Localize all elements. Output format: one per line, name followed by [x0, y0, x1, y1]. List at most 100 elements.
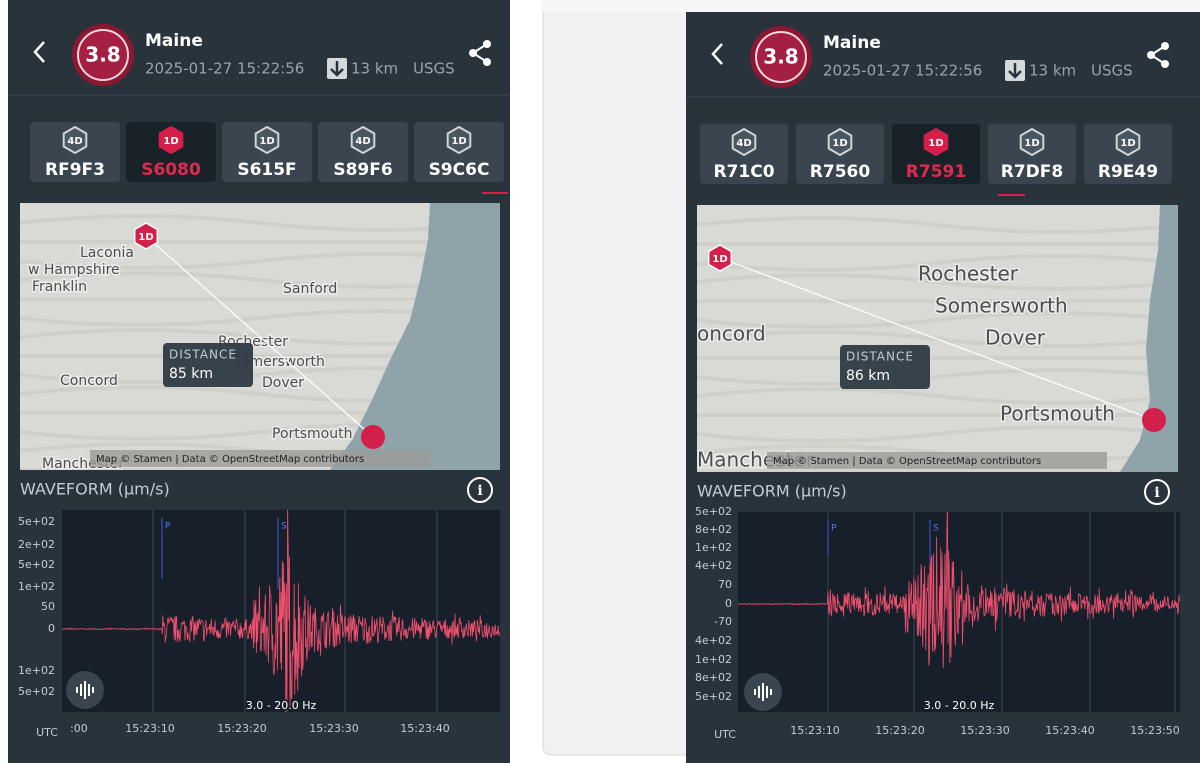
time-label: 15:23:30 [960, 724, 1009, 737]
map-place-label: w Hampshire [28, 262, 120, 278]
time-label: 15:23:40 [1045, 724, 1094, 737]
amplitude-label: 1e+02 [695, 541, 732, 554]
terrain-relief [697, 368, 1178, 386]
share-node [1147, 51, 1155, 59]
amplitude-label: 8e+02 [695, 671, 732, 684]
station-badge [350, 125, 376, 155]
back-button[interactable] [711, 43, 723, 65]
place: Maine [145, 31, 203, 51]
station-badge-label: 4D [67, 136, 82, 147]
amplitude-label: 5e+02 [18, 685, 55, 698]
window-gap [542, 0, 694, 756]
info-button[interactable] [1144, 479, 1170, 505]
waveform-title: WAVEFORM (µm/s) [20, 480, 170, 499]
terrain-relief [697, 425, 1178, 443]
map-place-label: oncord [697, 322, 766, 346]
amplitude-label: 1e+02 [18, 580, 55, 593]
epicenter [1142, 408, 1166, 432]
amplitude-label: 1e+02 [695, 653, 732, 666]
station-marker-label: 1D [138, 232, 153, 243]
distance: 85 km [169, 366, 213, 382]
map-place-label: Dover [985, 326, 1046, 350]
s-arrival-label: S [933, 524, 939, 534]
magnitude-ring [77, 29, 129, 81]
amplitude-label: 0 [48, 622, 55, 635]
app-panel: 3.8 Maine 2025-01-27 15:22:56 13 km USGS 4D R7… [686, 12, 1200, 763]
station-code: R7560 [810, 162, 871, 182]
amplitude-label: 5e+02 [695, 690, 732, 703]
station-badge [923, 127, 949, 157]
station-marker-label: 1D [712, 254, 727, 265]
map: Rochester Somersworth Dover oncord Portsmout… [697, 205, 1178, 472]
station-badge-label: 1D [1024, 138, 1039, 149]
map-attribution: Map © Stamen | Data © OpenStreetMap cont… [773, 456, 1041, 467]
station-marker [707, 244, 733, 272]
depth: 13 km [1029, 62, 1076, 80]
terrain-relief [697, 311, 1178, 329]
map-place-label: Somersworth [935, 294, 1068, 318]
station-badge-label: 1D [928, 138, 943, 149]
distance-label: DISTANCE [846, 350, 914, 364]
station-code: RF9F3 [45, 160, 105, 180]
station-badge-label: 1D [451, 136, 466, 147]
amplitude-label: 1e+02 [18, 664, 55, 677]
back-button[interactable] [33, 41, 45, 63]
info-glyph: i [477, 483, 482, 499]
share-node [1161, 60, 1169, 68]
map-place-label: Rochester [918, 262, 1019, 286]
station-badge-label: 4D [736, 138, 751, 149]
station-badge [1115, 127, 1141, 157]
station-code: S89F6 [333, 160, 392, 180]
distance-box [840, 345, 930, 389]
time-label: 15:23:20 [217, 722, 266, 735]
info-glyph: i [1154, 485, 1159, 501]
map-attribution-box [767, 452, 1107, 469]
info-button[interactable] [467, 477, 493, 503]
p-arrival-label: P [165, 522, 171, 532]
depth-arrow [330, 61, 344, 77]
time-label: 15:23:10 [125, 722, 174, 735]
time-label: 15:23:50 [1130, 724, 1179, 737]
station-code: R71C0 [713, 162, 774, 182]
station-badge [731, 127, 757, 157]
sea [1120, 205, 1178, 472]
map-place-label: Portsmouth [1000, 402, 1115, 426]
station-code: S9C6C [429, 160, 490, 180]
amplitude-label: -70 [714, 615, 732, 628]
terrain-relief [697, 216, 1178, 234]
amplitude-label: 2e+02 [18, 538, 55, 551]
amplitude-label: 8e+02 [695, 523, 732, 536]
depth: 13 km [351, 60, 398, 78]
time-label: 15:23:20 [875, 724, 924, 737]
share-node [483, 58, 491, 66]
map-place-label: Dover [262, 375, 304, 391]
map-place-label: Portsmouth [272, 426, 353, 442]
seismogram-trace [738, 512, 1180, 669]
station-badge [158, 125, 184, 155]
terrain-relief [20, 214, 500, 232]
waveform-title: WAVEFORM (µm/s) [697, 482, 847, 501]
depth-arrow [1008, 63, 1022, 79]
magnitude-ring [755, 31, 807, 83]
amplitude-label: 5e+02 [18, 558, 55, 571]
station-badge [1019, 127, 1045, 157]
amplitude-label: 70 [718, 578, 732, 591]
station-marker [133, 222, 159, 250]
distance-box [163, 343, 253, 387]
station-badge-label: 1D [163, 136, 178, 147]
time-label: 15:23:40 [400, 722, 449, 735]
map-attribution: Map © Stamen | Data © OpenStreetMap cont… [96, 454, 364, 465]
share-node [469, 49, 477, 57]
map-place-label: Somersworth [232, 354, 325, 370]
map-attribution-box [90, 450, 430, 467]
map-place-label: Concord [60, 373, 118, 389]
station-code: R7DF8 [1001, 162, 1063, 182]
seismogram-trace [62, 510, 500, 712]
station-badge-label: 1D [259, 136, 274, 147]
station-badge [62, 125, 88, 155]
time-label: 15:23:30 [309, 722, 358, 735]
frequency-band: 3.0 - 20.0 Hz [924, 699, 995, 712]
epicenter [361, 425, 385, 449]
